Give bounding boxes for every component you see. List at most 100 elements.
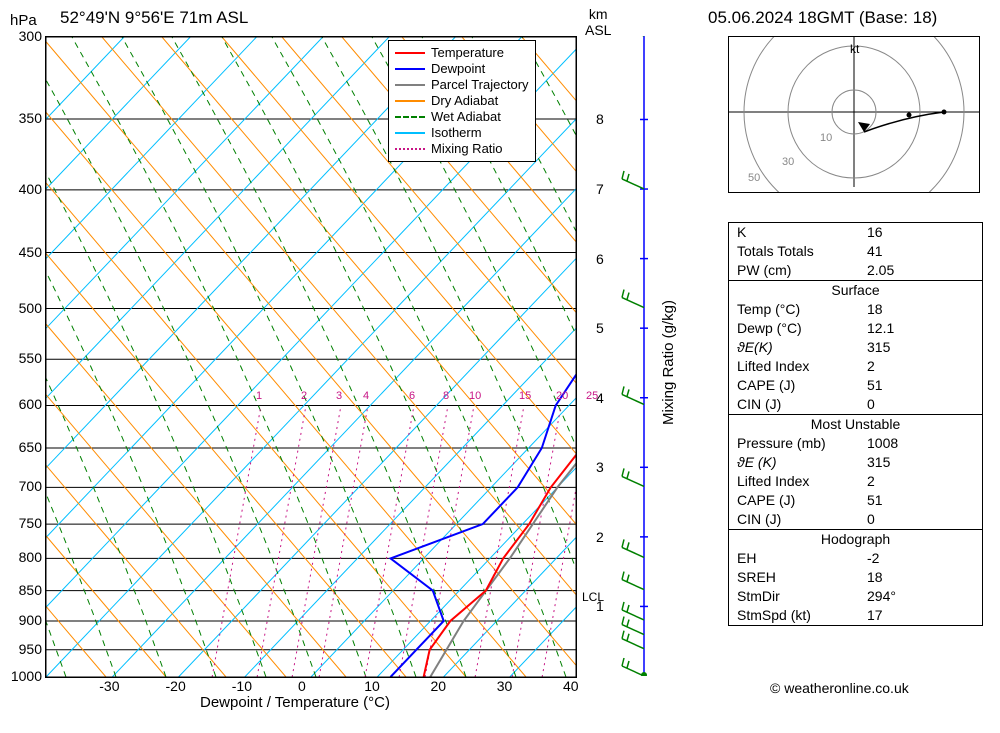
table-section: HodographEH-2SREH18StmDir294°StmSpd (kt)…: [729, 529, 982, 625]
table-row: SREH18: [729, 568, 982, 587]
y-tick: 300: [19, 28, 42, 44]
table-row: Lifted Index2: [729, 357, 982, 376]
hodo-ring-30: 30: [782, 156, 794, 168]
table-value: 315: [867, 338, 974, 357]
table-section: K16Totals Totals41PW (cm)2.05: [729, 223, 982, 280]
legend-item: Temperature: [395, 45, 529, 61]
legend-item: Dewpoint: [395, 61, 529, 77]
table-value: 16: [867, 223, 974, 242]
table-key: ϑE(K): [737, 338, 867, 357]
table-key: Lifted Index: [737, 472, 867, 491]
legend-swatch: [395, 148, 425, 150]
mixing-ratio-tick: 10: [469, 390, 481, 402]
location-title: 52°49'N 9°56'E 71m ASL: [60, 8, 248, 28]
y-tick: 600: [19, 396, 42, 412]
legend-swatch: [395, 84, 425, 86]
datetime-title: 05.06.2024 18GMT (Base: 18): [708, 8, 937, 28]
km-tick: 7: [596, 181, 604, 197]
table-value: 0: [867, 395, 974, 414]
table-value: 294°: [867, 587, 974, 606]
km-tick: 2: [596, 529, 604, 545]
table-value: 315: [867, 453, 974, 472]
table-value: 2: [867, 357, 974, 376]
table-row: ϑE(K)315: [729, 338, 982, 357]
legend-label: Dry Adiabat: [431, 93, 498, 109]
x-tick: 40: [563, 678, 579, 694]
wind-barb-column: [614, 36, 669, 676]
x-tick: 20: [431, 678, 447, 694]
y-left-label: hPa: [10, 12, 37, 29]
legend-item: Dry Adiabat: [395, 93, 529, 109]
table-row: Lifted Index2: [729, 472, 982, 491]
table-value: 51: [867, 376, 974, 395]
table-row: CIN (J)0: [729, 395, 982, 414]
legend-swatch: [395, 68, 425, 70]
table-section-head: Most Unstable: [729, 415, 982, 434]
table-row: CAPE (J)51: [729, 376, 982, 395]
legend-label: Mixing Ratio: [431, 141, 503, 157]
table-row: PW (cm)2.05: [729, 261, 982, 280]
mixing-ratio-tick: 25: [586, 390, 598, 402]
table-key: CAPE (J): [737, 376, 867, 395]
x-tick: -30: [99, 678, 119, 694]
x-tick: -10: [232, 678, 252, 694]
hodograph-title: kt: [850, 42, 859, 56]
y-tick: 900: [19, 612, 42, 628]
y-tick: 500: [19, 300, 42, 316]
table-key: EH: [737, 549, 867, 568]
y-tick: 650: [19, 439, 42, 455]
table-value: 18: [867, 568, 974, 587]
table-value: 2.05: [867, 261, 974, 280]
y-tick: 850: [19, 582, 42, 598]
table-key: Temp (°C): [737, 300, 867, 319]
table-row: StmSpd (kt)17: [729, 606, 982, 625]
legend-swatch: [395, 116, 425, 118]
table-row: Totals Totals41: [729, 242, 982, 261]
y-tick: 800: [19, 549, 42, 565]
table-row: CAPE (J)51: [729, 491, 982, 510]
y-tick: 700: [19, 478, 42, 494]
km-tick: 6: [596, 251, 604, 267]
copyright: © weatheronline.co.uk: [770, 680, 909, 696]
km-tick: 8: [596, 111, 604, 127]
table-value: 1008: [867, 434, 974, 453]
table-key: PW (cm): [737, 261, 867, 280]
table-key: K: [737, 223, 867, 242]
table-key: CIN (J): [737, 395, 867, 414]
x-tick: 10: [364, 678, 380, 694]
legend-swatch: [395, 100, 425, 102]
hodograph: [728, 36, 980, 193]
legend-label: Parcel Trajectory: [431, 77, 529, 93]
lcl-label: LCL: [582, 590, 604, 604]
legend-swatch: [395, 132, 425, 134]
mixing-ratio-tick: 20: [556, 390, 568, 402]
y-tick: 1000: [11, 668, 42, 684]
hodo-ring-50: 50: [748, 172, 760, 184]
table-row: K16: [729, 223, 982, 242]
table-value: 51: [867, 491, 974, 510]
legend-label: Dewpoint: [431, 61, 485, 77]
mixing-ratio-tick: 6: [409, 390, 415, 402]
mixing-ratio-tick: 15: [519, 390, 531, 402]
mixing-ratio-tick: 3: [336, 390, 342, 402]
y-tick: 550: [19, 350, 42, 366]
km-tick: 3: [596, 459, 604, 475]
y-tick: 750: [19, 515, 42, 531]
y-tick: 400: [19, 181, 42, 197]
table-row: Pressure (mb)1008: [729, 434, 982, 453]
x-tick: 0: [298, 678, 306, 694]
table-key: StmDir: [737, 587, 867, 606]
table-value: 2: [867, 472, 974, 491]
table-key: Lifted Index: [737, 357, 867, 376]
legend-item: Mixing Ratio: [395, 141, 529, 157]
mixing-ratio-tick: 4: [363, 390, 369, 402]
x-tick: 30: [497, 678, 513, 694]
mixing-ratio-tick: 8: [443, 390, 449, 402]
legend-swatch: [395, 52, 425, 54]
legend-label: Wet Adiabat: [431, 109, 501, 125]
table-row: StmDir294°: [729, 587, 982, 606]
table-row: CIN (J)0: [729, 510, 982, 529]
table-row: Temp (°C)18: [729, 300, 982, 319]
table-section: SurfaceTemp (°C)18Dewp (°C)12.1ϑE(K)315L…: [729, 280, 982, 414]
legend-label: Temperature: [431, 45, 504, 61]
